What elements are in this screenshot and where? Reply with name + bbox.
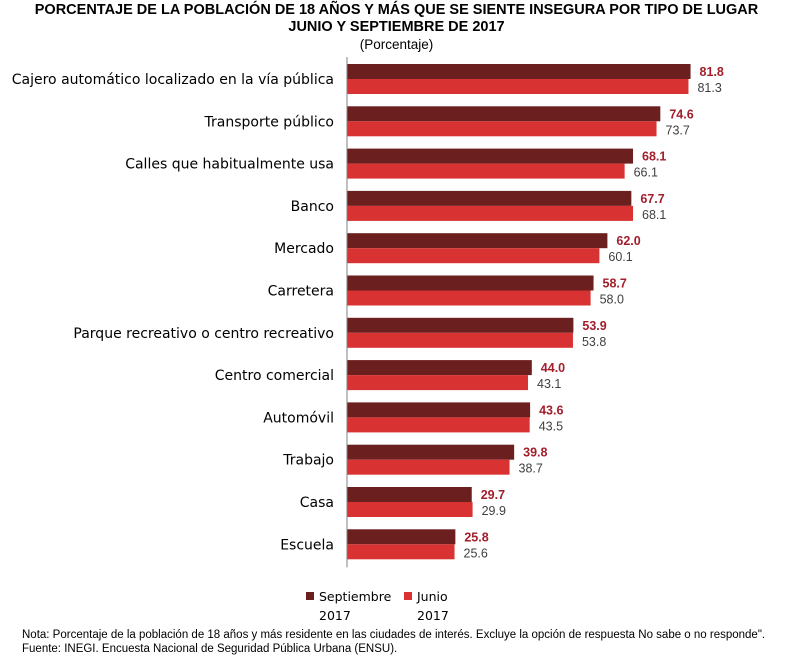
bar-septiembre (347, 444, 515, 460)
category-label: Escuela (280, 537, 334, 553)
value-label-junio: 53.8 (582, 335, 606, 349)
value-label-septiembre: 74.6 (669, 107, 693, 121)
legend-junio-year: 2017 (417, 608, 449, 623)
bar-junio (347, 248, 600, 264)
bar-septiembre (347, 64, 691, 79)
category-label: Parque recreativo o centro recreativo (73, 326, 334, 342)
bar-septiembre (347, 529, 456, 545)
value-label-septiembre: 81.8 (700, 65, 724, 79)
bar-junio (347, 163, 625, 179)
bar-junio (347, 544, 455, 560)
value-label-septiembre: 53.9 (582, 319, 606, 333)
bar-septiembre (347, 317, 574, 333)
value-label-septiembre: 67.7 (640, 192, 664, 206)
bar-septiembre (347, 148, 634, 164)
value-label-junio: 25.6 (464, 546, 488, 560)
bar-septiembre (347, 275, 594, 291)
chart-subtitle: (Porcentaje) (359, 37, 434, 52)
value-label-septiembre: 68.1 (642, 150, 666, 164)
legend-septiembre-label: Septiembre (319, 589, 392, 604)
legend-septiembre-year: 2017 (319, 608, 351, 623)
bar-septiembre (347, 233, 608, 249)
bar-junio (347, 375, 529, 391)
value-label-septiembre: 25.8 (464, 530, 488, 544)
bar-junio (347, 79, 689, 94)
value-label-septiembre: 44.0 (541, 361, 565, 375)
bar-junio (347, 417, 530, 433)
category-label: Calles que habitualmente usa (125, 157, 334, 173)
bar-septiembre (347, 190, 632, 206)
bar-junio (347, 205, 634, 221)
value-label-septiembre: 29.7 (481, 488, 505, 502)
value-label-junio: 58.0 (600, 293, 624, 307)
bar-junio (347, 290, 591, 306)
bar-septiembre (347, 487, 472, 502)
category-label: Casa (300, 495, 334, 511)
legend-junio-label: Junio (416, 589, 448, 604)
category-label: Centro comercial (215, 368, 334, 384)
chart-title-line2: JUNIO Y SEPTIEMBRE DE 2017 (288, 19, 505, 35)
category-label: Cajero automático localizado en la vía p… (12, 72, 334, 88)
value-label-junio: 43.1 (537, 377, 561, 391)
category-label: Mercado (274, 241, 334, 257)
value-label-junio: 38.7 (519, 462, 543, 476)
bar-junio (347, 332, 573, 348)
category-label: Transporte público (204, 114, 334, 130)
category-label: Carretera (268, 284, 334, 300)
value-label-junio: 29.9 (482, 504, 506, 518)
chart-source: Fuente: INEGI. Encuesta Nacional de Segu… (22, 643, 398, 655)
value-label-junio: 81.3 (697, 81, 721, 95)
value-label-septiembre: 62.0 (616, 234, 640, 248)
chart-title-line1: PORCENTAJE DE LA POBLACIÓN DE 18 AÑOS Y … (34, 2, 759, 18)
value-label-junio: 66.1 (634, 166, 658, 180)
bar-junio (347, 121, 657, 137)
legend-junio-swatch (404, 592, 412, 600)
legend-septiembre-swatch (306, 592, 314, 600)
value-label-junio: 68.1 (642, 208, 666, 222)
bar-junio (347, 502, 473, 517)
bar-septiembre (347, 402, 531, 418)
bar-junio (347, 459, 510, 475)
value-label-septiembre: 43.6 (539, 403, 563, 417)
category-label: Automóvil (263, 410, 334, 426)
chart-note: Nota: Porcentaje de la población de 18 a… (22, 629, 766, 641)
value-label-junio: 43.5 (539, 419, 563, 433)
value-label-septiembre: 39.8 (523, 446, 547, 460)
value-label-junio: 73.7 (666, 123, 690, 137)
value-label-septiembre: 58.7 (603, 277, 627, 291)
category-label: Banco (291, 199, 334, 215)
category-label: Trabajo (282, 453, 334, 469)
bar-septiembre (347, 106, 661, 122)
bar-septiembre (347, 360, 532, 376)
value-label-junio: 60.1 (608, 250, 632, 264)
